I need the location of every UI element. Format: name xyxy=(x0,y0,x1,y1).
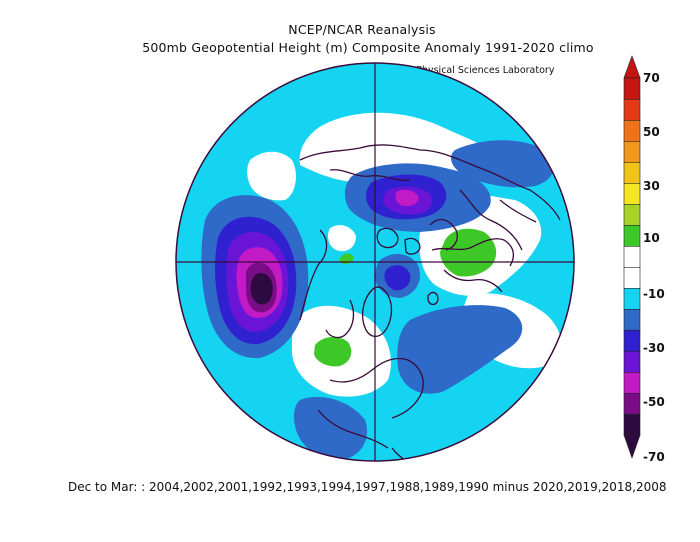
colorbar-bin xyxy=(623,350,641,373)
colorbar-bin xyxy=(623,245,641,268)
colorbar-tick-label: -30 xyxy=(643,341,665,355)
colorbar-bin xyxy=(623,77,641,100)
colorbar-bin xyxy=(623,287,641,310)
colorbar-bin xyxy=(623,140,641,163)
plot-title: NCEP/NCAR Reanalysis xyxy=(288,22,436,37)
arctic-core-anomaly xyxy=(395,189,419,206)
colorbar-bin xyxy=(623,161,641,184)
colorbar-bottom-arrow xyxy=(623,434,641,459)
colorbar-bin xyxy=(623,266,641,289)
colorbar-bin xyxy=(623,329,641,352)
colorbar-bin xyxy=(623,371,641,394)
colorbar-bin xyxy=(623,413,641,436)
colorbar-bin xyxy=(623,98,641,121)
north-pacific-low-core xyxy=(250,272,273,305)
colorbar-bin xyxy=(623,308,641,331)
colorbar-bin xyxy=(623,119,641,142)
colorbar: 70 50 30 10 -10 -30 -50 -70 xyxy=(623,55,665,464)
plot-subtitle: 500mb Geopotential Height (m) Composite … xyxy=(142,40,594,55)
colorbar-tick-label: -50 xyxy=(643,395,665,409)
colorbar-tick-label: -10 xyxy=(643,287,665,301)
footer-text: Dec to Mar: : 2004,2002,2001,1992,1993,1… xyxy=(68,480,667,494)
colorbar-tick-label: 10 xyxy=(643,231,660,245)
colorbar-ticks: 70 50 30 10 -10 -30 -50 -70 xyxy=(643,71,665,464)
anomaly-map xyxy=(176,63,574,461)
colorbar-top-arrow xyxy=(623,55,641,79)
colorbar-tick-label: -70 xyxy=(643,450,665,464)
colorbar-tick-label: 70 xyxy=(643,71,660,85)
colorbar-bin xyxy=(623,182,641,205)
colorbar-bin xyxy=(623,392,641,415)
colorbar-bin xyxy=(623,203,641,226)
map-boundary xyxy=(175,62,575,462)
colorbar-tick-label: 50 xyxy=(643,125,660,139)
colorbar-bin xyxy=(623,224,641,247)
colorbar-tick-label: 30 xyxy=(643,179,660,193)
colorbar-bins xyxy=(623,77,641,436)
coastlines xyxy=(299,144,561,461)
